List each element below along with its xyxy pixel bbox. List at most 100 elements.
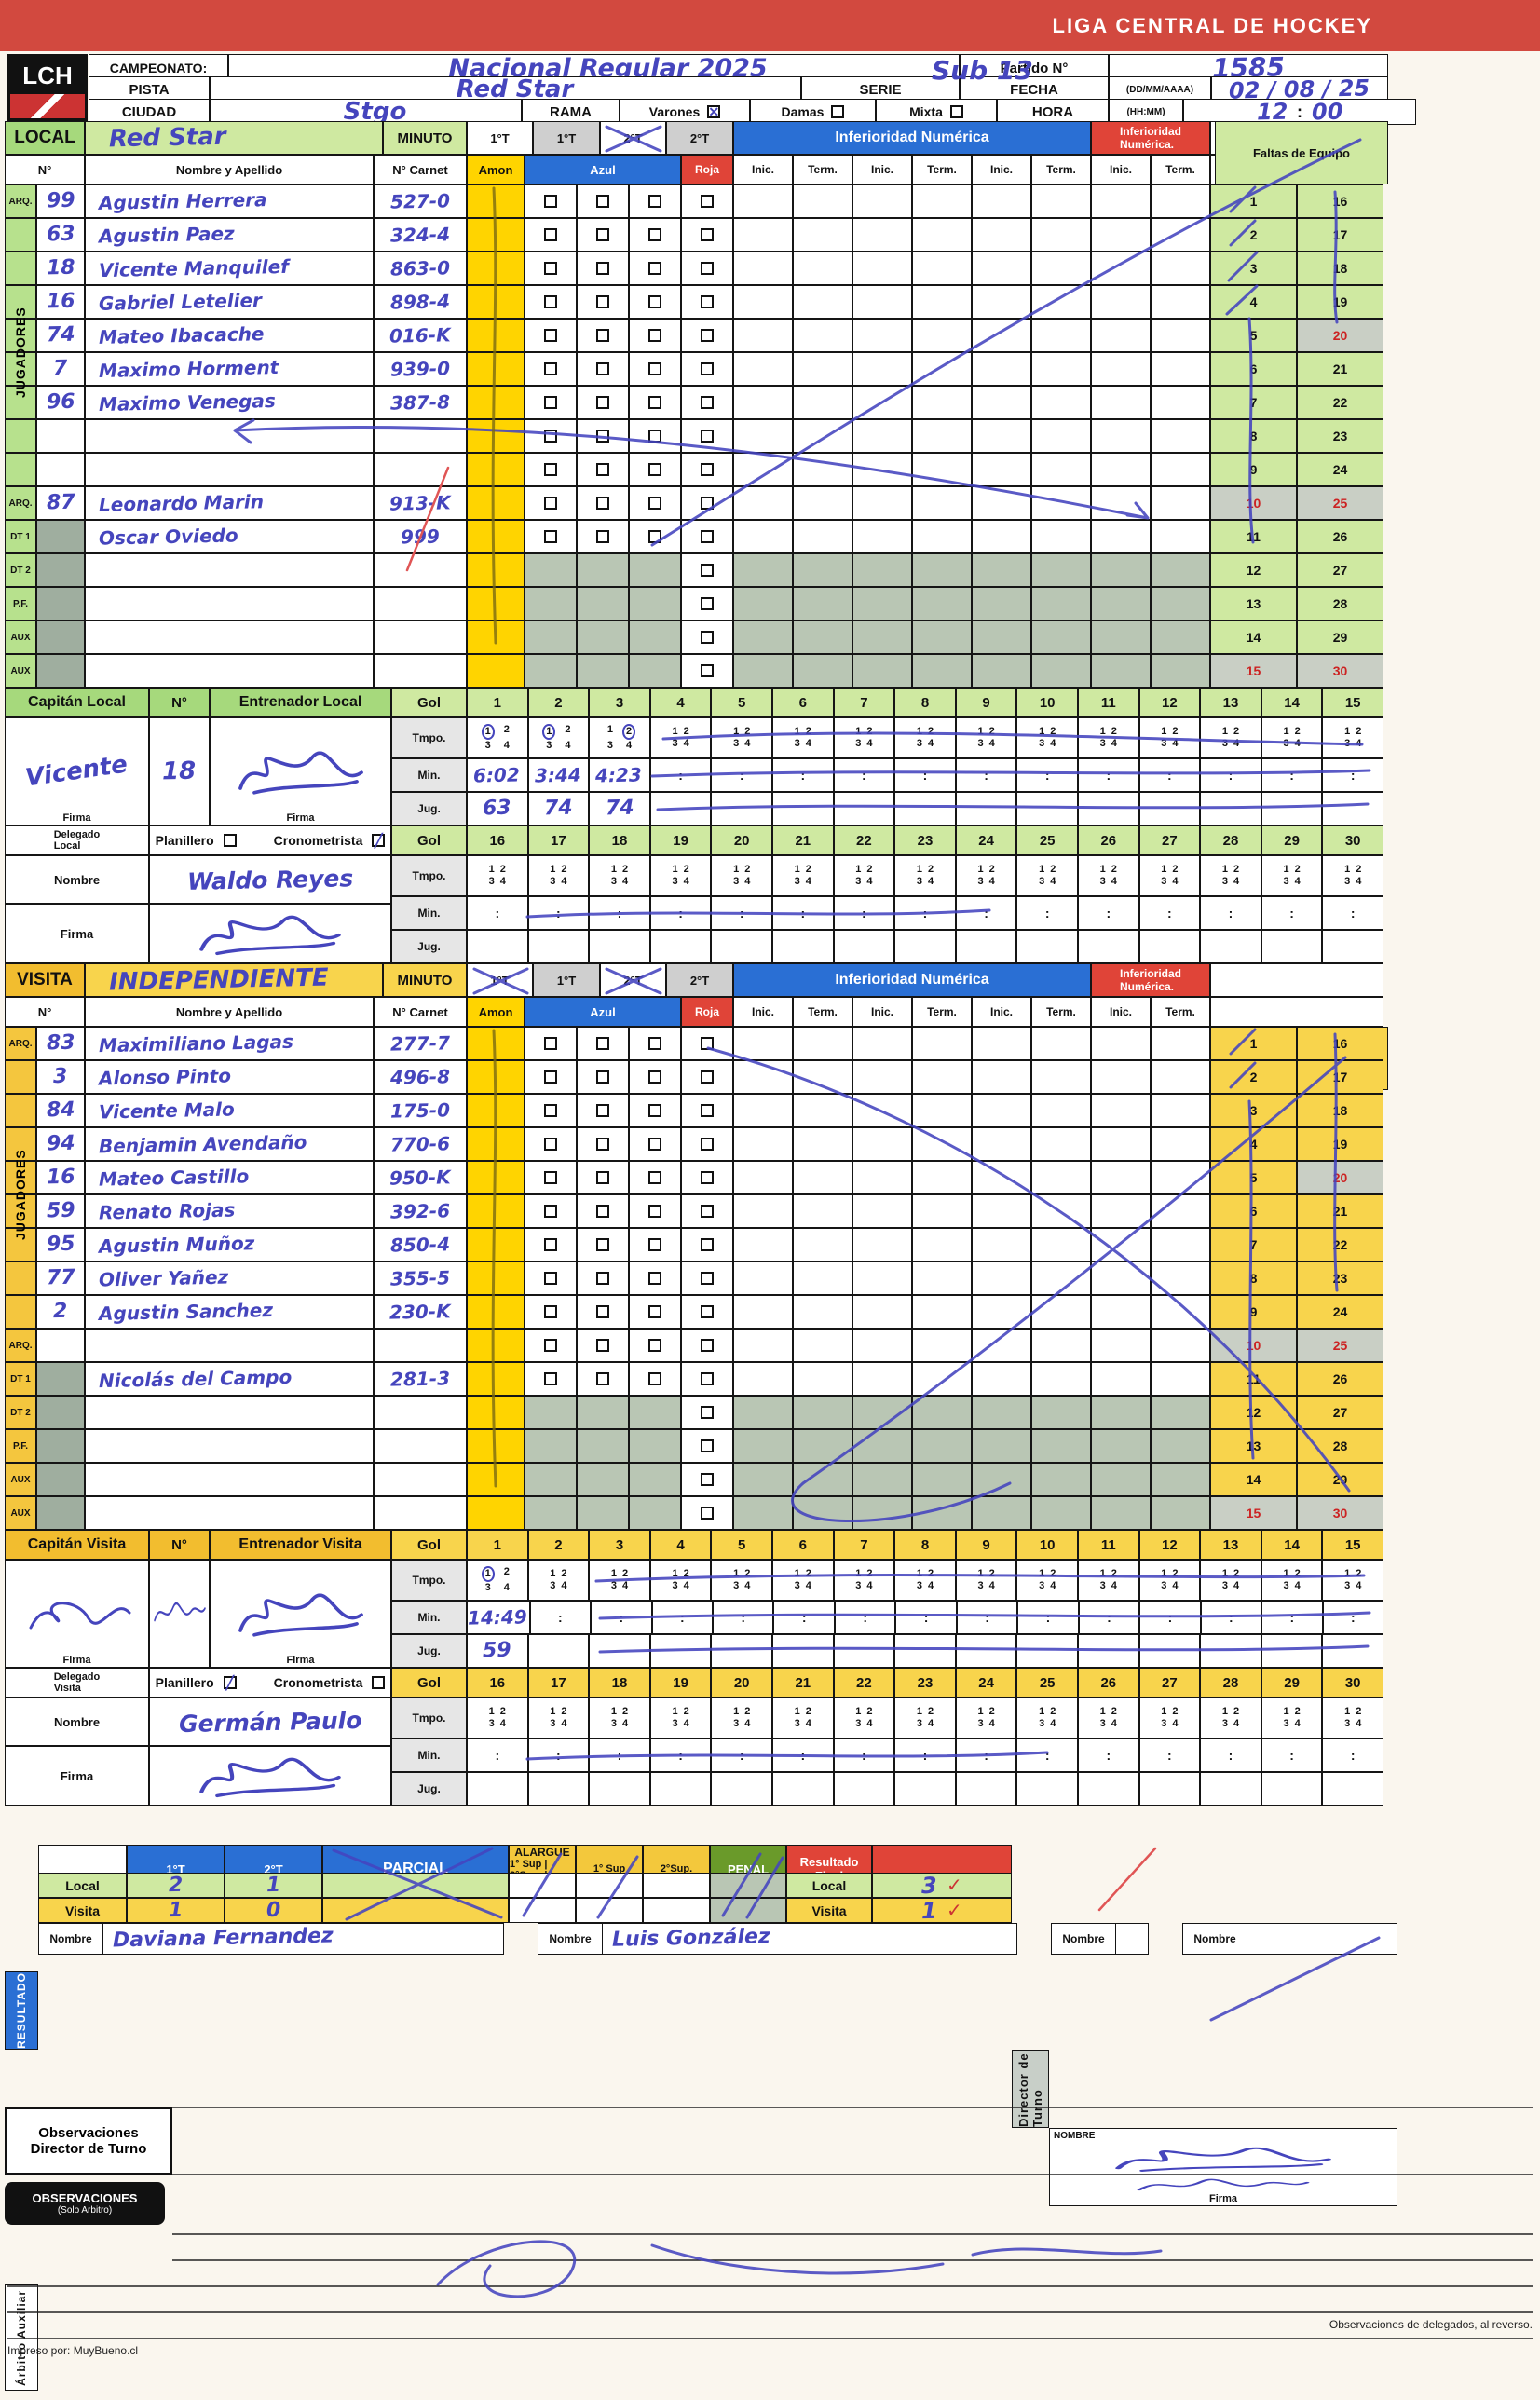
planillero-cronometrista-cell: Planillero Cronometrista ╱ <box>149 825 391 855</box>
amon-cell <box>467 486 525 520</box>
inferioridad-cell <box>912 419 972 453</box>
gol-number-header: 3 <box>589 688 650 717</box>
min-cell: : <box>1322 758 1383 792</box>
min-cell: : <box>1077 758 1139 792</box>
falta-number-cell: 21 <box>1297 1194 1383 1228</box>
num-col-header: N° <box>5 155 85 184</box>
roster-row: ARQ. 10 25 <box>5 1329 1383 1362</box>
inferioridad-cell <box>1091 1295 1151 1329</box>
gol-number-header: 16 <box>467 1668 528 1698</box>
rama-label: RAMA <box>522 99 620 125</box>
inferioridad-cell <box>1151 1194 1210 1228</box>
inferioridad-cell <box>852 319 912 352</box>
inferioridad-cell <box>1151 654 1210 688</box>
arbitro-nombre-label: Nombre <box>38 1923 103 1955</box>
card-checkbox-cell <box>525 184 577 218</box>
gol-number-header: 23 <box>894 1668 956 1698</box>
sup2-value <box>576 1873 643 1898</box>
amon-cell <box>467 319 525 352</box>
amon-cell <box>467 1496 525 1530</box>
inferioridad-cell <box>852 553 912 587</box>
spacer <box>1210 997 1383 1027</box>
roster-row: AUX 14 29 <box>5 1463 1383 1496</box>
rama-damas: Damas <box>750 99 876 125</box>
card-checkbox-cell <box>629 1261 681 1295</box>
tmpo-label: Tmpo. <box>391 1698 467 1739</box>
inferioridad-cell <box>972 1496 1031 1530</box>
roster-row: ARQ. 99 Agustin Herrera 527-0 1 16 <box>5 184 1383 218</box>
card-checkbox-cell <box>525 1295 577 1329</box>
inferioridad-cell <box>1151 1295 1210 1329</box>
resultado-t2-value: 1 <box>225 1873 322 1898</box>
signature-scribble <box>238 1593 363 1637</box>
inferioridad-cell <box>912 520 972 553</box>
resultado-row: Visita 1 0 Visita 1 ✓ <box>38 1897 1012 1924</box>
role-label <box>5 1060 36 1094</box>
gol-number-header: 27 <box>1138 1668 1201 1698</box>
card-checkbox-cell <box>629 352 681 386</box>
blocked-cell <box>525 1463 577 1496</box>
falta-number-cell: 3 <box>1210 252 1297 285</box>
gol-number-header: 17 <box>527 825 590 855</box>
inferioridad-cell <box>912 1060 972 1094</box>
inferioridad-cell <box>733 419 793 453</box>
delegates-observations-note: Observaciones de delegados, al reverso. <box>1329 2318 1533 2331</box>
role-label: ARQ. <box>5 486 36 520</box>
inferioridad-cell <box>793 1094 852 1127</box>
min-cell: : <box>1138 1739 1201 1772</box>
player-number: 99 <box>36 184 85 218</box>
inferioridad-cell <box>733 319 793 352</box>
jug-cell <box>771 1634 834 1668</box>
capitan-banner: Capitán Visita <box>5 1530 149 1560</box>
card-checkbox-cell <box>681 553 733 587</box>
card-checkbox-cell <box>629 419 681 453</box>
amon-cell <box>467 386 525 419</box>
delegado-firma-label: Firma <box>5 1746 149 1806</box>
hora-format-hint: (HH:MM) <box>1109 99 1183 125</box>
player-name <box>85 1496 374 1530</box>
tmpo-row: Tmpo. 1 2 3 4 1 2 3 4 1 2 3 4 1 2 3 4 1 2 3 4 1 2 3 4 1 2 3 4 1 2 3 4 1 2 3… <box>391 1698 1383 1739</box>
inferioridad-cell <box>1151 1396 1210 1429</box>
player-carnet: 496-8 <box>374 1060 467 1094</box>
inferioridad-cell <box>793 218 852 252</box>
jug-cell <box>589 1772 650 1806</box>
falta-number-cell: 15 <box>1210 654 1297 688</box>
falta-number-cell: 29 <box>1297 1463 1383 1496</box>
player-carnet: 355-5 <box>374 1261 467 1295</box>
delegado-nombre-value: Germán Paulo <box>149 1698 391 1746</box>
inferioridad-cell <box>972 1060 1031 1094</box>
inferioridad-cell <box>1091 587 1151 620</box>
roster-row: AUX 14 29 <box>5 620 1383 654</box>
ciudad-label: CIUDAD <box>89 99 210 125</box>
falta-number-cell: 27 <box>1297 1396 1383 1429</box>
inferioridad-cell <box>793 1127 852 1161</box>
inferioridad-cell <box>1151 1496 1210 1530</box>
jug-cell <box>833 1634 895 1668</box>
gol-number-header: 22 <box>833 825 895 855</box>
player-carnet: 016-K <box>374 319 467 352</box>
entrenador-signature-cell: Firma <box>210 717 391 825</box>
card-checkbox-cell <box>577 1362 629 1396</box>
role-label: ARQ. <box>5 1329 36 1362</box>
card-checkbox-cell <box>629 1060 681 1094</box>
card-checkbox-cell <box>525 1228 577 1261</box>
player-carnet: 324-4 <box>374 218 467 252</box>
jug-cell <box>955 1634 1017 1668</box>
inferioridad-cell <box>1151 587 1210 620</box>
jug-cell <box>1200 1772 1261 1806</box>
inferioridad-cell <box>912 386 972 419</box>
jug-cell <box>771 792 834 825</box>
inferioridad-cell <box>1151 319 1210 352</box>
jug-cell <box>589 930 650 963</box>
gol-number-header: 8 <box>894 688 956 717</box>
resultado-final-team-label: Local <box>786 1873 872 1898</box>
card-checkbox-cell <box>629 1228 681 1261</box>
